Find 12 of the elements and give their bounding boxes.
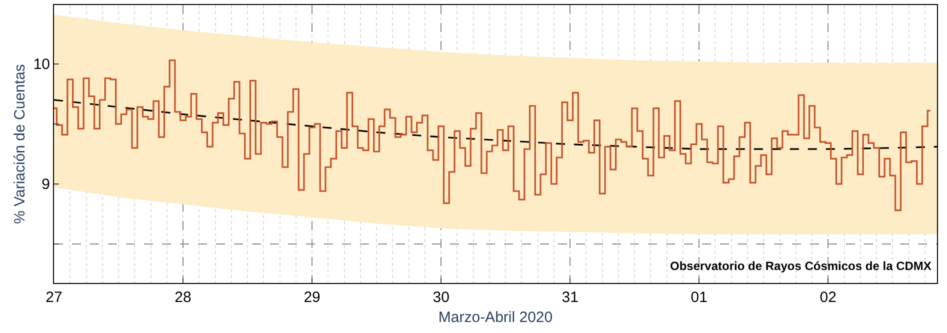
y-axis-title: % Variación de Cuentas [12, 64, 29, 224]
y-tick-label: 10 [33, 56, 50, 74]
x-tick-label: 31 [562, 289, 578, 306]
x-tick-label: 02 [820, 289, 836, 306]
x-tick-label: 29 [304, 289, 320, 306]
x-axis-title: Marzo-Abril 2020 [438, 309, 553, 326]
x-tick-label: 27 [46, 289, 62, 306]
x-tick-label: 28 [174, 289, 192, 306]
y-tick-label: 9 [42, 176, 50, 194]
x-tick-label: 30 [432, 289, 450, 306]
annotation: Observatorio de Rayos Cósmicos de la CDMX [670, 259, 932, 273]
x-tick-label: 01 [690, 289, 708, 306]
